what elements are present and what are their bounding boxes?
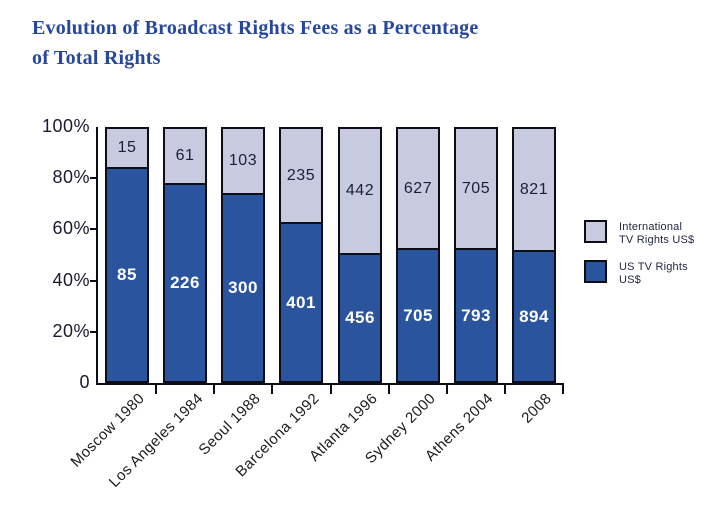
bar-2008: 821 894	[512, 127, 556, 383]
segment-us: 300	[223, 193, 263, 381]
bar-seoul-1988: 103 300	[221, 127, 265, 383]
y-tick	[90, 331, 97, 333]
y-axis-line	[96, 127, 98, 385]
y-tick	[90, 280, 97, 282]
segment-us: 894	[514, 250, 554, 381]
chart-title-line-2: of Total Rights	[32, 47, 161, 69]
y-axis-label: 0	[79, 372, 90, 392]
segment-international: 627	[398, 129, 438, 248]
chart-title-line-1: Evolution of Broadcast Rights Fees as a …	[32, 17, 479, 39]
x-tick	[388, 383, 390, 394]
legend-label-us-line-1: US TV Rights	[619, 261, 688, 273]
x-tick	[271, 383, 273, 394]
segment-international: 15	[107, 129, 147, 167]
x-axis-label: 2008	[518, 390, 556, 427]
x-tick	[155, 383, 157, 394]
segment-us: 85	[107, 167, 147, 381]
y-axis-label: 60%	[52, 218, 90, 238]
legend-swatch-international	[584, 220, 607, 243]
y-axis-label: 80%	[52, 167, 90, 187]
legend-label-international-line-1: International	[619, 221, 683, 233]
y-axis-label: 20%	[52, 321, 90, 341]
bar-atlanta-1996: 442 456	[338, 127, 382, 383]
y-axis-label: 40%	[52, 270, 90, 290]
legend-swatch-us	[584, 260, 607, 283]
x-tick	[446, 383, 448, 394]
legend-label-us-line-2: US$	[619, 274, 641, 286]
bar-sydney-2000: 627 705	[396, 127, 440, 383]
x-tick	[330, 383, 332, 394]
y-tick	[90, 177, 97, 179]
bar-moscow-1980: 15 85	[105, 127, 149, 383]
segment-us: 705	[398, 248, 438, 381]
legend-label-international: International TV Rights US$	[619, 220, 694, 247]
legend-item-us-tv-rights: US TV Rights US$	[584, 260, 688, 287]
segment-us: 401	[281, 222, 321, 381]
segment-us: 793	[456, 248, 496, 381]
x-tick	[504, 383, 506, 394]
legend-item-international-tv-rights: International TV Rights US$	[584, 220, 694, 247]
x-tick	[562, 383, 564, 394]
bar-athens-2004: 705 793	[454, 127, 498, 383]
segment-international: 103	[223, 129, 263, 193]
segment-international: 442	[340, 129, 380, 253]
segment-us: 226	[165, 183, 205, 381]
bar-los-angeles-1984: 61 226	[163, 127, 207, 383]
legend-label-international-line-2: TV Rights US$	[619, 234, 695, 246]
chart-title: Evolution of Broadcast Rights Fees as a …	[32, 13, 478, 73]
segment-international: 705	[456, 129, 496, 248]
x-axis-line	[96, 383, 563, 385]
bar-barcelona-1992: 235 401	[279, 127, 323, 383]
y-tick	[90, 228, 97, 230]
legend-label-us: US TV Rights US$	[619, 260, 688, 287]
y-axis-label: 100%	[41, 116, 90, 136]
segment-international: 61	[165, 129, 205, 183]
segment-us: 456	[340, 253, 380, 381]
x-tick	[213, 383, 215, 394]
segment-international: 821	[514, 129, 554, 250]
segment-international: 235	[281, 129, 321, 222]
